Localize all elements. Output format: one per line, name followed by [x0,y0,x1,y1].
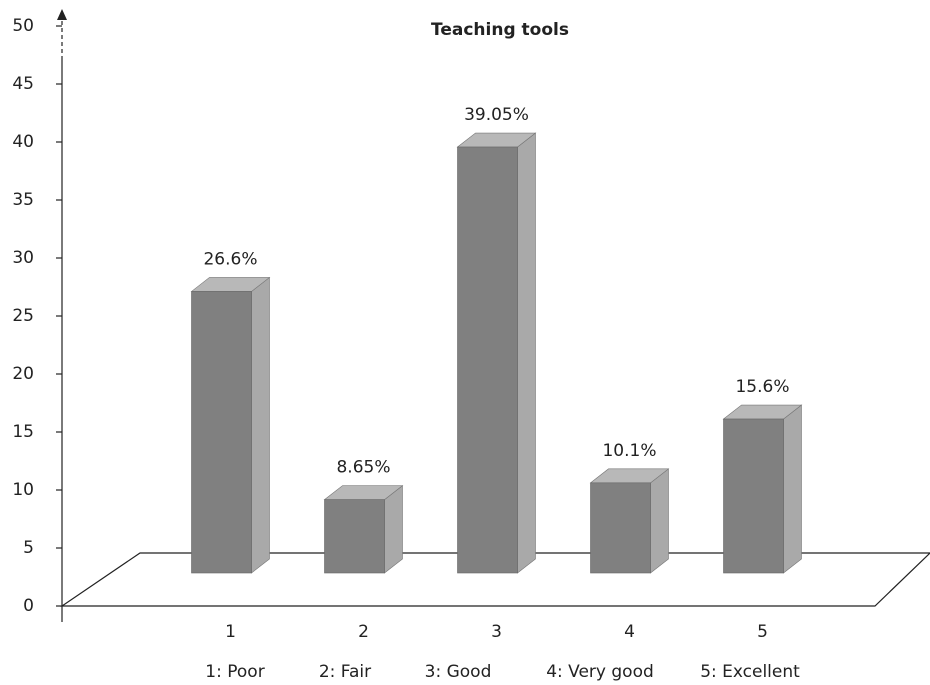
data-label: 26.6% [203,249,257,269]
y-tick-label: 5 [23,538,34,558]
bar-front [723,418,784,574]
bar-front [324,499,385,574]
y-tick-label: 10 [12,480,34,500]
bar [722,404,803,574]
x-tick-label: 5 [757,622,768,642]
data-label: 15.6% [735,377,789,397]
bar [456,132,537,574]
data-label: 10.1% [602,441,656,461]
x-tick-label: 1 [225,622,236,642]
y-tick-label: 20 [12,364,34,384]
y-tick-label: 15 [12,422,34,442]
chart-title: Teaching tools [431,20,569,40]
bar [190,276,271,574]
bar-side [251,276,270,574]
bar [589,468,670,574]
bar-side [384,485,403,574]
bar-front [191,291,252,574]
x-tick-label: 2 [358,622,369,642]
floor [60,552,930,607]
y-tick-label: 30 [12,248,34,268]
x-tick-label: 4 [624,622,635,642]
legend-label: 3: Good [425,662,492,682]
legend-label: 2: Fair [319,662,371,682]
data-label: 39.05% [464,105,529,125]
legend-label: 5: Excellent [700,662,800,682]
data-label: 8.65% [336,458,390,478]
y-tick-label: 25 [12,306,34,326]
bar-side [517,132,536,574]
bar-side [650,468,669,574]
y-tick-label: 0 [23,596,34,616]
y-tick-label: 40 [12,132,34,152]
x-tick-label: 3 [491,622,502,642]
y-tick-label: 45 [12,74,34,94]
y-tick-label: 35 [12,190,34,210]
legend-label: 1: Poor [205,662,264,682]
bar-side [783,404,802,574]
bar [323,485,404,574]
y-axis-arrow [57,9,67,20]
y-tick-label: 50 [12,16,34,36]
bar-front [457,146,518,574]
bar-front [590,482,651,574]
legend-label: 4: Very good [546,662,654,682]
